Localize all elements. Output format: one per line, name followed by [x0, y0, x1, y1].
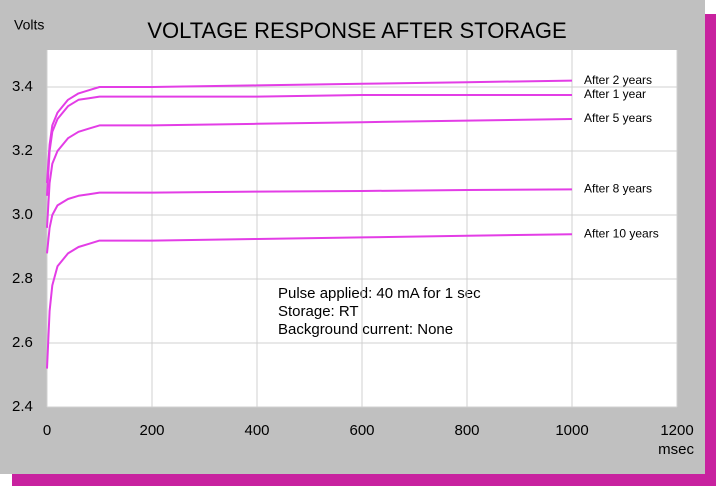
- series-line: [46, 233, 573, 369]
- y-tick-label: 2.4: [12, 398, 33, 415]
- series-line: [46, 188, 573, 254]
- y-tick-label: 3.0: [12, 206, 33, 223]
- annotation: Storage: RT: [278, 303, 359, 320]
- y-tick-label: 2.6: [12, 334, 33, 351]
- series-line: [46, 94, 572, 196]
- x-tick-label: 0: [43, 422, 51, 439]
- x-tick-label: 1000: [555, 422, 588, 439]
- series-label: After 5 years: [584, 111, 652, 125]
- y-tick-label: 3.2: [12, 142, 33, 159]
- x-tick-label: 600: [349, 422, 374, 439]
- x-tick-label: 1200: [660, 422, 693, 439]
- series-label: After 10 years: [584, 226, 659, 240]
- y-tick-label: 2.8: [12, 270, 33, 287]
- y-axis-label: Volts: [14, 17, 44, 33]
- y-tick-label: 3.4: [12, 78, 33, 95]
- x-tick-label: 200: [139, 422, 164, 439]
- x-tick-label: 800: [454, 422, 479, 439]
- x-tick-label: 400: [244, 422, 269, 439]
- series-label: After 1 year: [584, 87, 646, 101]
- chart-title: VOLTAGE RESPONSE AFTER STORAGE: [147, 18, 566, 43]
- series-label: After 8 years: [584, 182, 652, 196]
- series-label: After 2 years: [584, 73, 652, 87]
- x-axis-label: msec: [658, 441, 694, 458]
- annotation: Background current: None: [278, 321, 453, 338]
- series-line: [46, 79, 573, 184]
- series-line: [46, 118, 573, 228]
- annotation: Pulse applied: 40 mA for 1 sec: [278, 285, 481, 302]
